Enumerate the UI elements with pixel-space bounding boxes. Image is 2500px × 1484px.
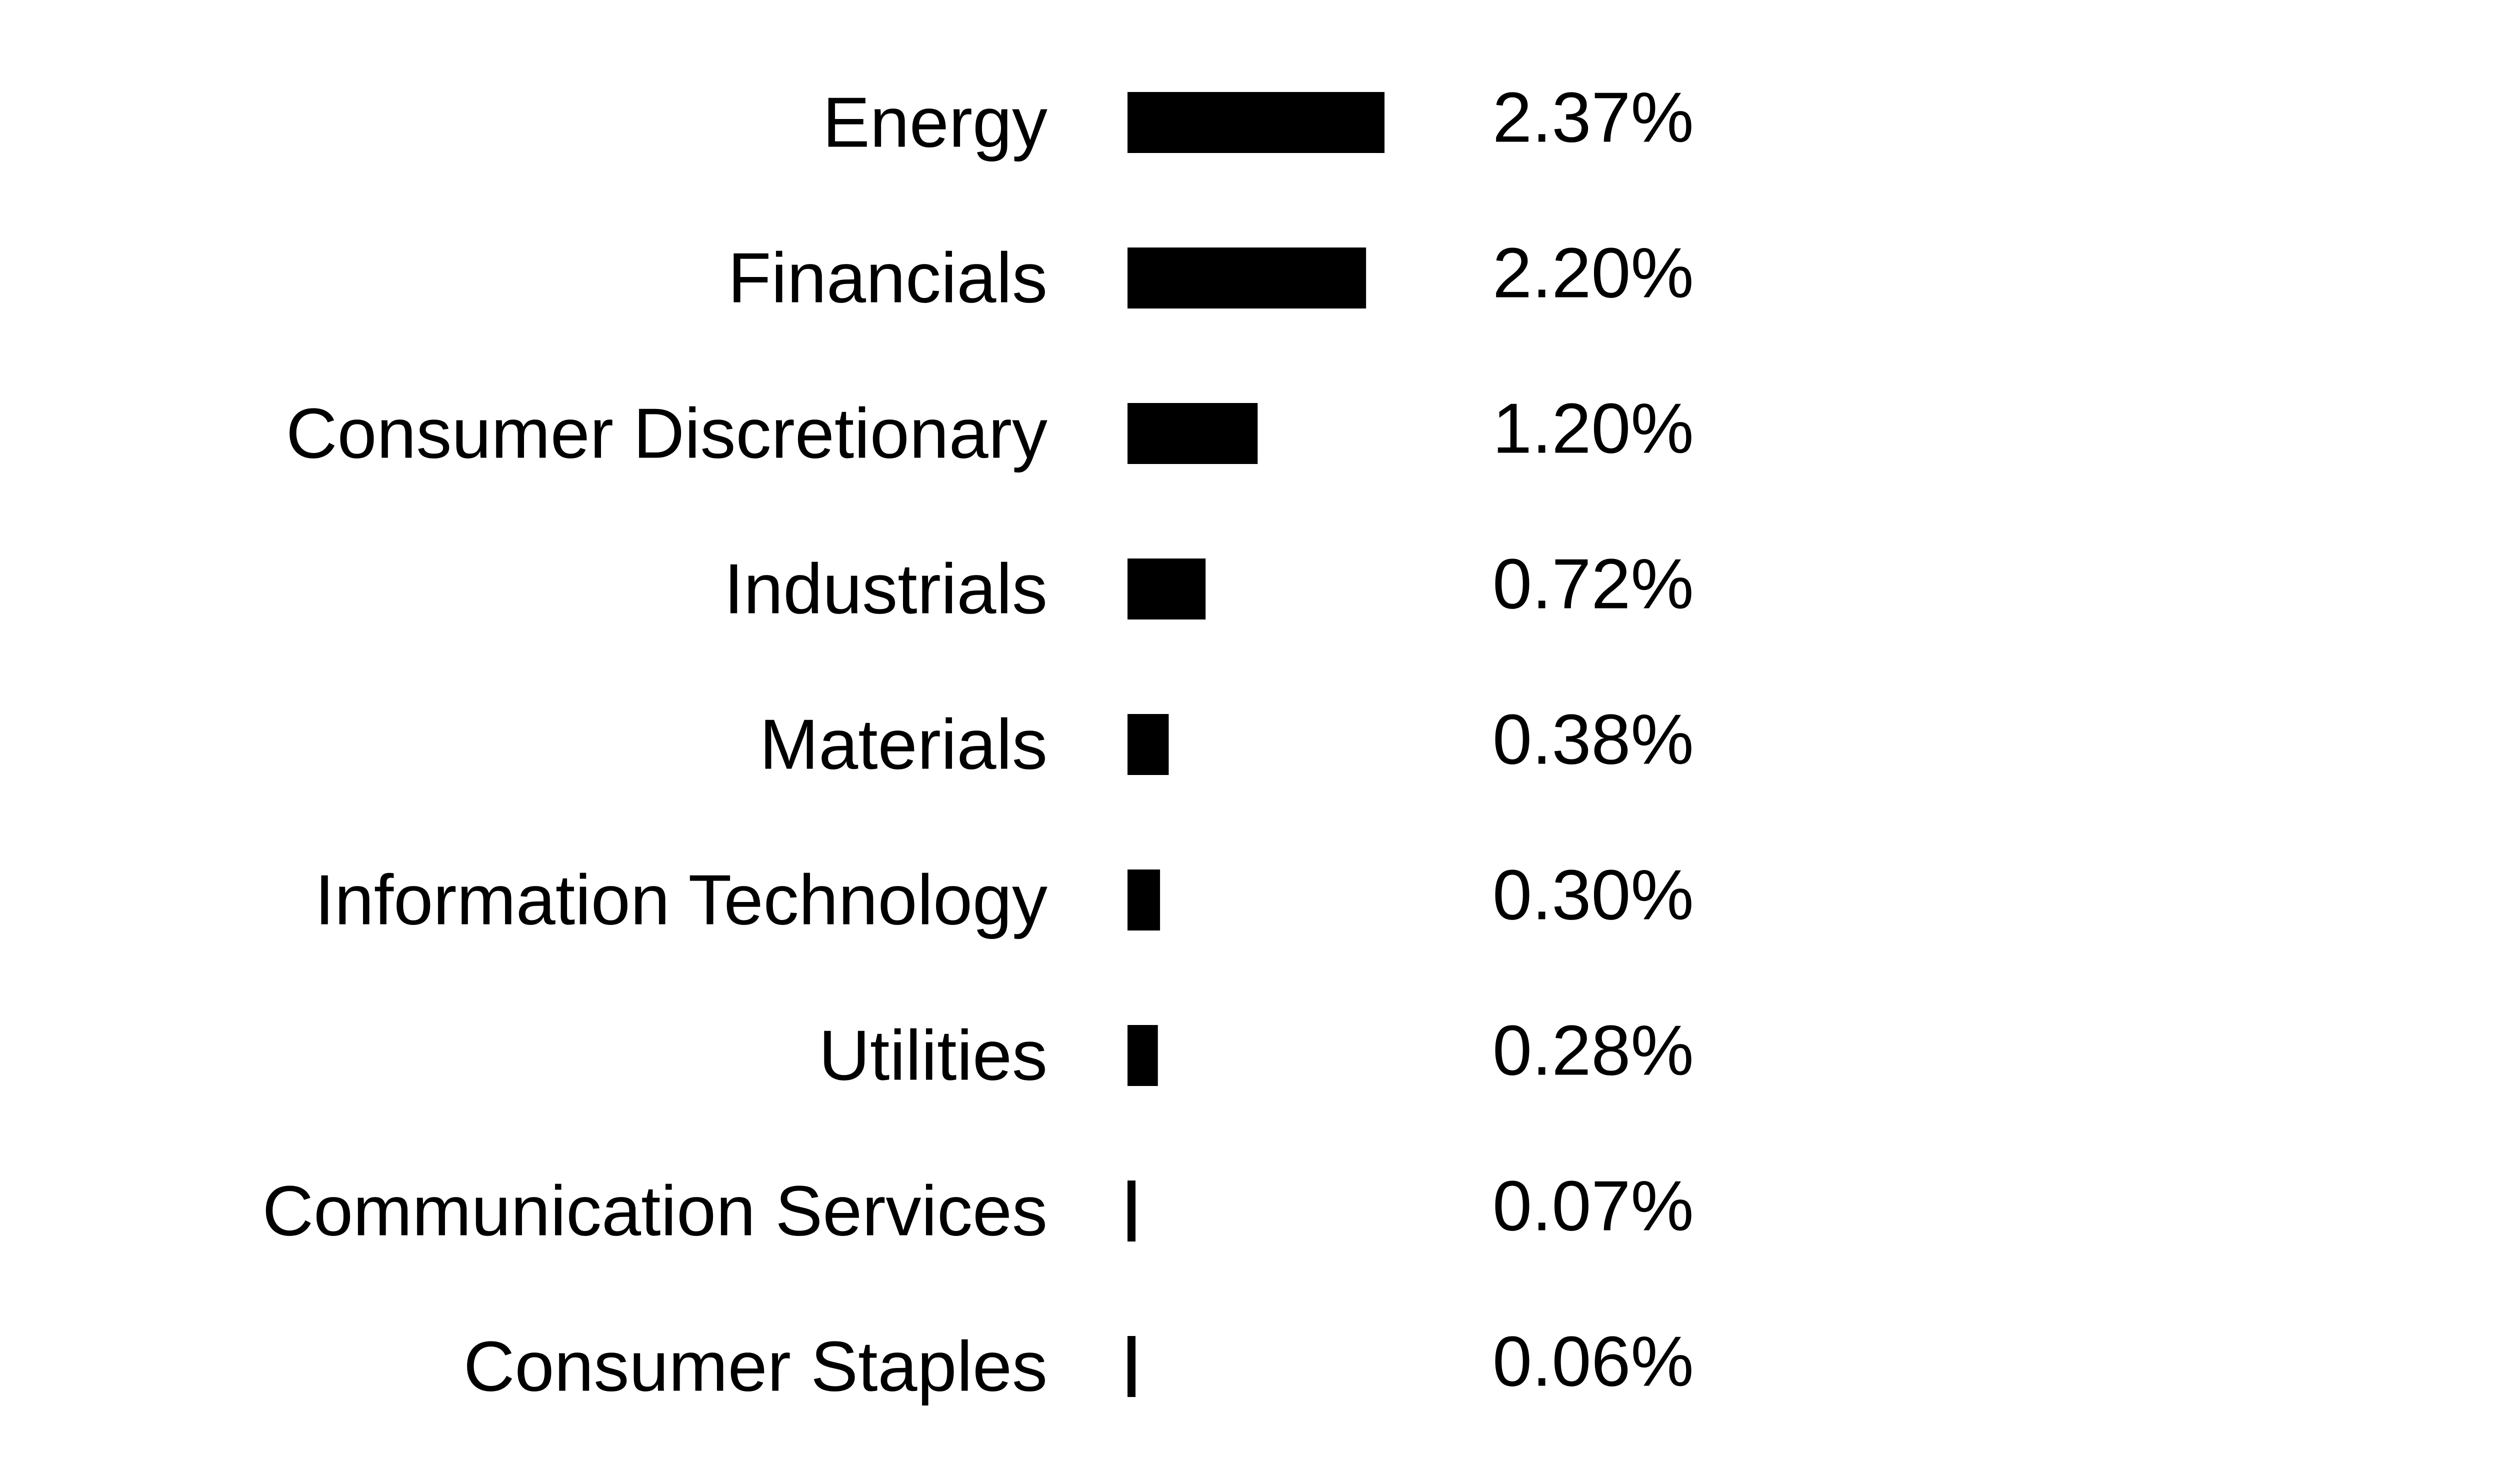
bar-consumer-staples bbox=[1128, 1336, 1136, 1397]
value-label-communication-services: 0.07% bbox=[1492, 1166, 1694, 1246]
category-label-consumer-staples: Consumer Staples bbox=[464, 1327, 1048, 1406]
bar-energy bbox=[1128, 92, 1384, 153]
value-label-consumer-staples: 0.06% bbox=[1492, 1322, 1694, 1402]
bar-financials bbox=[1128, 248, 1366, 308]
value-label-information-technology: 0.30% bbox=[1492, 856, 1694, 935]
value-label-utilities: 0.28% bbox=[1492, 1011, 1694, 1090]
category-label-communication-services: Communication Services bbox=[262, 1172, 1048, 1251]
category-label-industrials: Industrials bbox=[724, 550, 1048, 629]
bar-materials bbox=[1128, 714, 1169, 775]
value-label-financials: 2.20% bbox=[1492, 234, 1694, 313]
value-labels: 2.37% 2.20% 1.20% 0.72% 0.38% 0.30% 0.28% 0.07%… bbox=[1492, 78, 1694, 1402]
bar-industrials bbox=[1128, 558, 1206, 620]
value-label-energy: 2.37% bbox=[1492, 78, 1694, 158]
category-labels: Energy Financials Consumer Discretionary In… bbox=[262, 83, 1048, 1406]
bar-information-technology bbox=[1128, 870, 1160, 930]
category-label-consumer-discretionary: Consumer Discretionary bbox=[286, 394, 1048, 474]
category-label-financials: Financials bbox=[728, 238, 1048, 318]
category-label-information-technology: Information Technology bbox=[314, 860, 1048, 940]
bar-consumer-discretionary bbox=[1128, 403, 1258, 464]
value-label-consumer-discretionary: 1.20% bbox=[1492, 389, 1694, 468]
value-label-materials: 0.38% bbox=[1492, 700, 1694, 780]
bar-utilities bbox=[1128, 1025, 1158, 1086]
bars bbox=[1128, 92, 1384, 1397]
category-label-energy: Energy bbox=[822, 83, 1048, 162]
value-label-industrials: 0.72% bbox=[1492, 544, 1694, 624]
category-label-utilities: Utilities bbox=[818, 1016, 1048, 1096]
bar-communication-services bbox=[1128, 1180, 1136, 1242]
category-label-materials: Materials bbox=[760, 705, 1048, 784]
